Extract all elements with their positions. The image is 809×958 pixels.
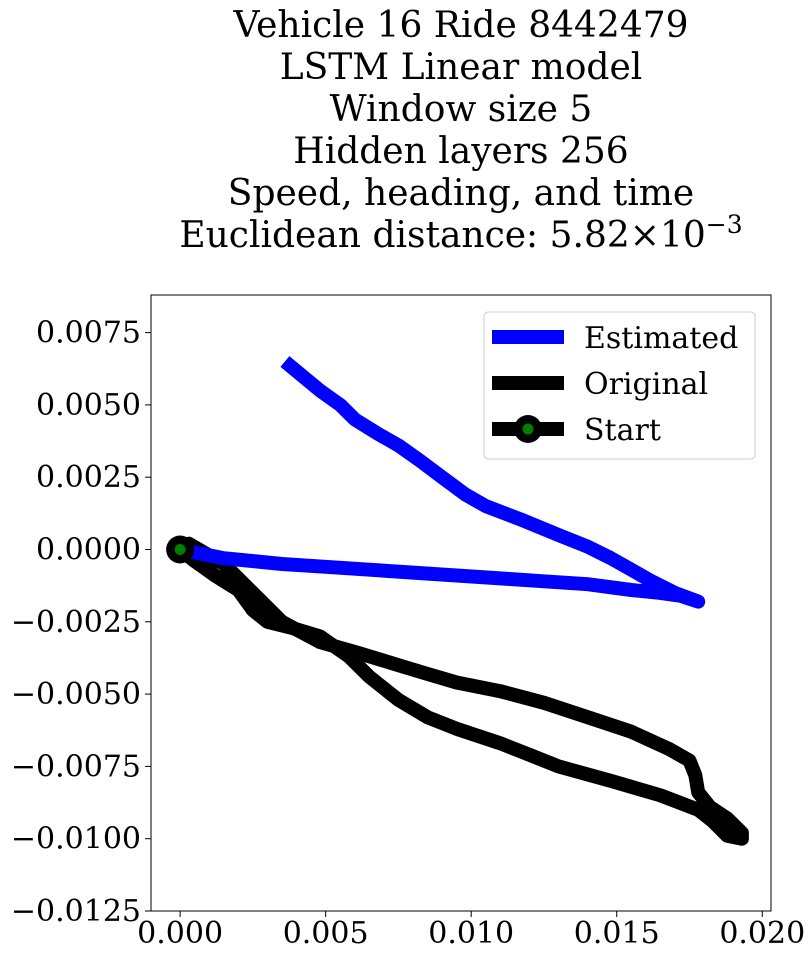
title-line-2: LSTM Linear model xyxy=(280,47,643,88)
title-line-3: Window size 5 xyxy=(330,89,593,130)
legend: Estimated Original Start xyxy=(483,311,756,460)
legend-label: Estimated xyxy=(584,321,738,356)
y-tick-label: 0.0000 xyxy=(36,532,141,567)
title-metric-mantissa: 5.82 xyxy=(550,215,630,256)
legend-marker-inner xyxy=(522,423,534,435)
x-tick-label: 0.005 xyxy=(283,916,369,951)
y-tick-label: −0.0125 xyxy=(11,894,141,929)
series-lines xyxy=(166,356,749,846)
title-metric-base: 10 xyxy=(660,215,706,256)
y-tick-label: 0.0025 xyxy=(36,460,141,495)
title-line-1: Vehicle 16 Ride 8442479 xyxy=(232,5,688,46)
title-metric-times: × xyxy=(630,215,660,256)
y-tick-label: −0.0025 xyxy=(11,605,141,640)
title-line-5: Speed, heading, and time xyxy=(228,173,694,214)
legend-entry-start: Start xyxy=(492,413,661,448)
y-tick-label: −0.0100 xyxy=(11,822,141,857)
x-tick-label: 0.000 xyxy=(137,916,223,951)
x-tick-label: 0.020 xyxy=(719,916,805,951)
axis-ticks: 0.000 0.005 0.010 0.015 0.020 0.0075 0.0050 0.0… xyxy=(11,316,805,951)
title-metric-line: Euclidean distance: 5.82×10−3 xyxy=(179,210,742,256)
title-metric-exponent: −3 xyxy=(706,210,743,239)
legend-label: Start xyxy=(584,413,661,448)
y-tick-label: 0.0050 xyxy=(36,388,141,423)
legend-entry-estimated: Estimated xyxy=(492,321,738,356)
title-metric-prefix: Euclidean distance: xyxy=(179,215,549,256)
plot-frame xyxy=(150,294,772,912)
y-tick-label: 0.0075 xyxy=(36,316,141,351)
series-line-estimated xyxy=(178,356,706,609)
y-tick-label: −0.0075 xyxy=(11,749,141,784)
legend-entry-original: Original xyxy=(492,367,708,402)
x-tick-label: 0.010 xyxy=(428,916,514,951)
legend-label: Original xyxy=(584,367,708,402)
title-line-4: Hidden layers 256 xyxy=(293,131,628,172)
series-line-original xyxy=(175,536,749,846)
y-tick-label: −0.0050 xyxy=(11,677,141,712)
x-tick-label: 0.015 xyxy=(574,916,660,951)
start-marker-inner xyxy=(174,543,186,555)
